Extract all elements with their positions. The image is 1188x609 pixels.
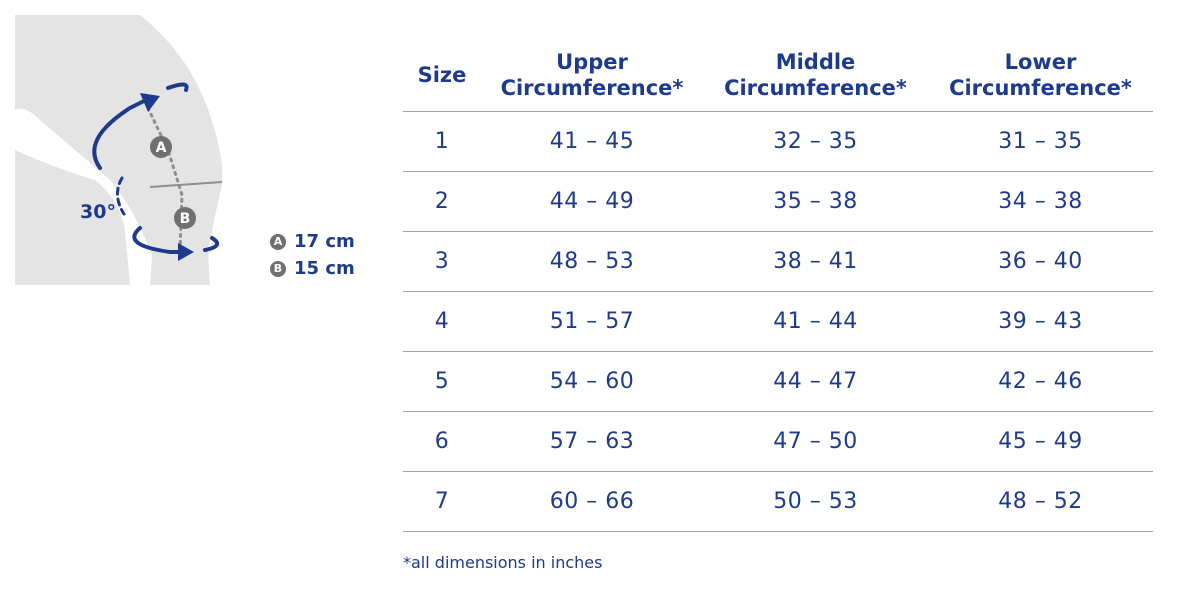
leg-silhouette-lower (15, 150, 130, 285)
upper-arrow-head (140, 93, 160, 112)
cell-size: 4 (403, 291, 481, 352)
header-middle: Middle Circumference* (703, 38, 928, 112)
cell-size: 2 (403, 171, 481, 232)
lower-ellipse-arc (203, 236, 220, 252)
point-a-label: A (156, 140, 167, 156)
header-lower-line1: Lower (1004, 49, 1077, 74)
cell-lower: 36 – 40 (928, 231, 1153, 292)
header-upper: Upper Circumference* (481, 38, 703, 112)
point-b-label: B (180, 211, 191, 227)
header-size: Size (403, 38, 481, 112)
legend-item-a: A 17 cm (270, 228, 355, 255)
header-middle-line1: Middle (775, 49, 856, 74)
table-row: 1 41 – 45 32 – 35 31 – 35 (403, 111, 1153, 172)
legend-value-a: 17 cm (294, 231, 355, 252)
table-row: 7 60 – 66 50 – 53 48 – 52 (403, 471, 1153, 532)
table-row: 2 44 – 49 35 – 38 34 – 38 (403, 171, 1153, 232)
cell-upper: 57 – 63 (481, 411, 703, 472)
header-upper-line1: Upper (556, 49, 628, 74)
cell-size: 6 (403, 411, 481, 472)
size-table: Size Upper Circumference* Middle Circumf… (403, 38, 1153, 532)
point-b-badge (174, 207, 196, 229)
footnote: *all dimensions in inches (403, 553, 603, 572)
legend-badge-b: B (270, 260, 286, 277)
header-size-label: Size (417, 62, 467, 87)
cell-upper: 48 – 53 (481, 231, 703, 292)
point-a-badge (150, 136, 172, 158)
cell-middle: 44 – 47 (703, 351, 928, 412)
table-row: 3 48 – 53 38 – 41 36 – 40 (403, 231, 1153, 292)
leg-silhouette (15, 15, 223, 285)
legend-badge-a: A (270, 233, 286, 250)
leg-illustration: A B 30° (15, 15, 223, 285)
legend-item-b: B 15 cm (270, 255, 355, 282)
cell-upper: 54 – 60 (481, 351, 703, 412)
cell-lower: 42 – 46 (928, 351, 1153, 412)
table-row: 4 51 – 57 41 – 44 39 – 43 (403, 291, 1153, 352)
header-middle-line2: Circumference* (724, 75, 907, 100)
cell-lower: 48 – 52 (928, 471, 1153, 532)
cell-upper: 44 – 49 (481, 171, 703, 232)
knee-line (149, 181, 223, 188)
cell-middle: 50 – 53 (703, 471, 928, 532)
cell-lower: 45 – 49 (928, 411, 1153, 472)
knee-measurement-diagram: A B 30° (0, 0, 380, 300)
cell-middle: 47 – 50 (703, 411, 928, 472)
cell-middle: 32 – 35 (703, 111, 928, 172)
cell-lower: 39 – 43 (928, 291, 1153, 352)
cell-upper: 60 – 66 (481, 471, 703, 532)
measurement-legend: A 17 cm B 15 cm (270, 228, 355, 282)
cell-middle: 38 – 41 (703, 231, 928, 292)
cell-lower: 31 – 35 (928, 111, 1153, 172)
table-header-row: Size Upper Circumference* Middle Circumf… (403, 38, 1153, 112)
angle-arc (116, 176, 126, 216)
table-row: 6 57 – 63 47 – 50 45 – 49 (403, 411, 1153, 472)
header-upper-line2: Circumference* (500, 75, 684, 100)
size-chart: Size Upper Circumference* Middle Circumf… (403, 38, 1153, 532)
cell-lower: 34 – 38 (928, 171, 1153, 232)
cell-size: 1 (403, 111, 481, 172)
header-lower-line2: Circumference* (949, 75, 1132, 100)
cell-middle: 35 – 38 (703, 171, 928, 232)
lower-arrow-arc (132, 226, 184, 254)
lower-arrow-head (178, 243, 194, 261)
table-row: 5 54 – 60 44 – 47 42 – 46 (403, 351, 1153, 412)
cell-upper: 41 – 45 (481, 111, 703, 172)
angle-label: 30° (80, 201, 116, 223)
cell-upper: 51 – 57 (481, 291, 703, 352)
legend-value-b: 15 cm (294, 258, 355, 279)
cell-size: 7 (403, 471, 481, 532)
cell-size: 3 (403, 231, 481, 292)
upper-ellipse-arc (166, 82, 189, 92)
cell-size: 5 (403, 351, 481, 412)
upper-arrow-arc (92, 96, 152, 170)
cell-middle: 41 – 44 (703, 291, 928, 352)
header-lower: Lower Circumference* (928, 38, 1153, 112)
